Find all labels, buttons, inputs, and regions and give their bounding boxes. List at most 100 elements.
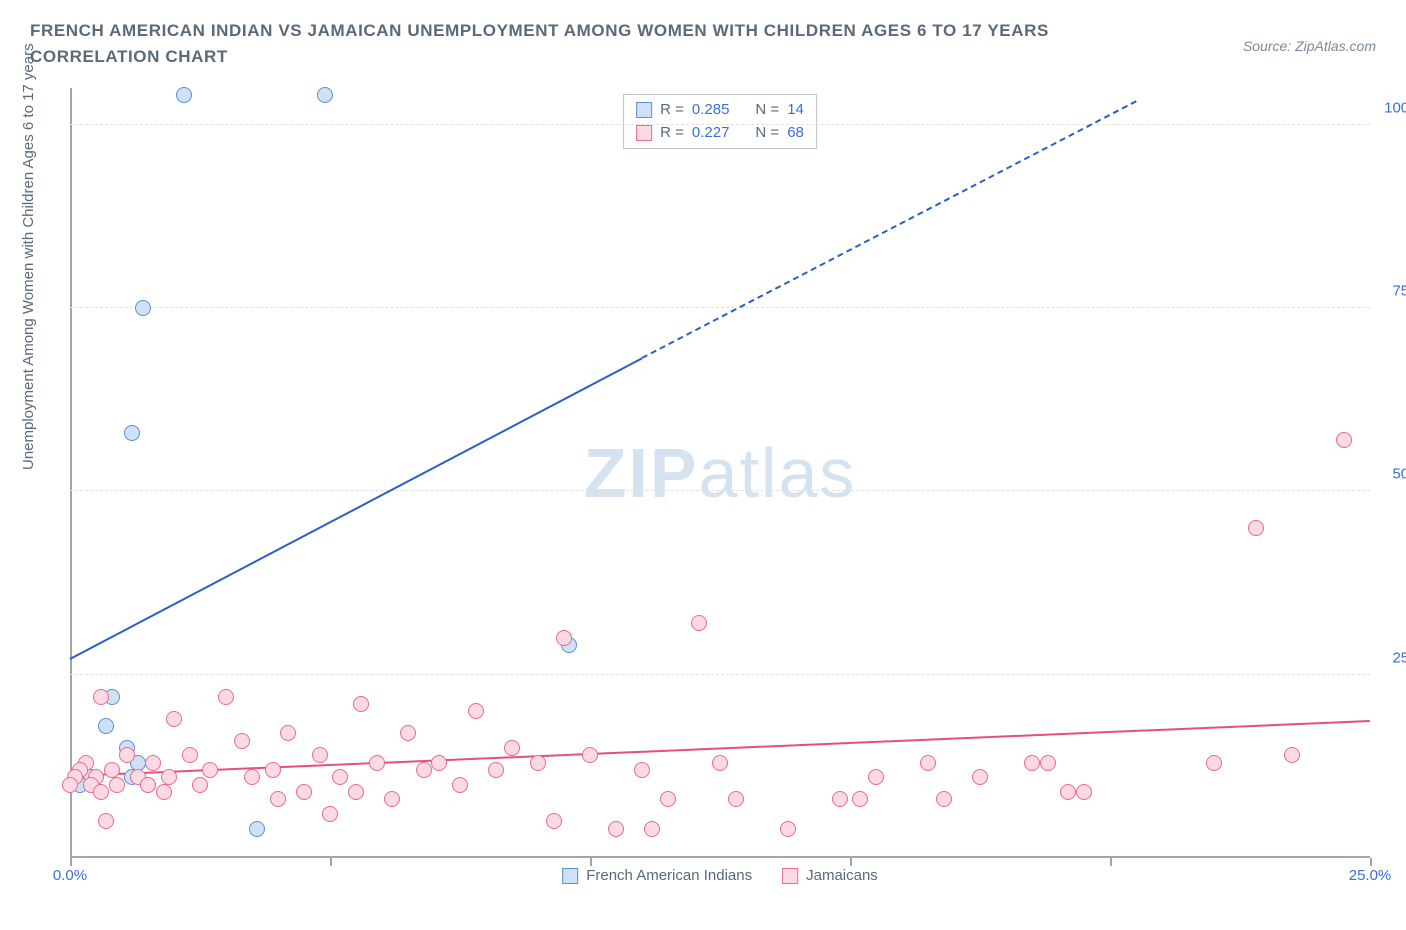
data-point [353,696,369,712]
x-tick-label: 0.0% [53,867,87,884]
chart-title: FRENCH AMERICAN INDIAN VS JAMAICAN UNEMP… [30,18,1130,69]
data-point [202,762,218,778]
data-point [244,769,260,785]
data-point [182,747,198,763]
x-axis [70,856,1370,858]
y-tick-label: 25.0% [1375,649,1406,666]
data-point [1024,755,1040,771]
data-point [166,711,182,727]
data-point [135,300,151,316]
data-point [504,740,520,756]
data-point [416,762,432,778]
data-point [296,784,312,800]
data-point [582,747,598,763]
data-point [728,791,744,807]
data-point [317,87,333,103]
data-point [312,747,328,763]
data-point [546,813,562,829]
data-point [109,777,125,793]
data-point [265,762,281,778]
data-point [119,747,135,763]
data-point [145,755,161,771]
source-label: Source: ZipAtlas.com [1243,38,1376,54]
r-label: R = [660,122,684,145]
series-legend: French American Indians Jamaicans [562,867,878,884]
data-point [384,791,400,807]
data-point [868,769,884,785]
data-point [98,718,114,734]
data-point [400,725,416,741]
data-point [691,615,707,631]
n-label: N = [755,122,779,145]
legend-swatch [782,868,798,884]
gridline [70,307,1370,308]
data-point [249,821,265,837]
data-point [452,777,468,793]
data-point [98,813,114,829]
stats-row: R =0.227N =68 [636,122,804,145]
data-point [780,821,796,837]
data-point [348,784,364,800]
data-point [712,755,728,771]
data-point [1336,432,1352,448]
watermark: ZIPatlas [584,433,857,513]
data-point [644,821,660,837]
data-point [608,821,624,837]
legend-swatch [562,868,578,884]
gridline [70,674,1370,675]
legend-swatch [636,125,652,141]
data-point [270,791,286,807]
x-tick [1110,858,1112,866]
data-point [1284,747,1300,763]
legend-label: French American Indians [586,867,752,884]
data-point [972,769,988,785]
data-point [161,769,177,785]
y-tick-label: 100.0% [1375,99,1406,116]
data-point [156,784,172,800]
legend-item: Jamaicans [782,867,878,884]
stats-legend: R =0.285N =14R =0.227N =68 [623,94,817,149]
n-value: 14 [787,99,804,122]
scatter-plot: ZIPatlas R =0.285N =14R =0.227N =68 Fren… [70,88,1370,858]
data-point [1040,755,1056,771]
legend-label: Jamaicans [806,867,878,884]
data-point [322,806,338,822]
data-point [1076,784,1092,800]
data-point [431,755,447,771]
data-point [332,769,348,785]
y-tick-label: 75.0% [1375,283,1406,300]
data-point [1206,755,1222,771]
x-tick [70,858,72,866]
data-point [530,755,546,771]
data-point [634,762,650,778]
y-axis [70,88,72,858]
data-point [1060,784,1076,800]
y-axis-label: Unemployment Among Women with Children A… [20,43,37,470]
stats-row: R =0.285N =14 [636,99,804,122]
data-point [93,689,109,705]
data-point [176,87,192,103]
data-point [920,755,936,771]
x-tick-label: 25.0% [1349,867,1392,884]
data-point [660,791,676,807]
data-point [488,762,504,778]
r-value: 0.285 [692,99,730,122]
x-tick [590,858,592,866]
data-point [104,762,120,778]
x-tick [330,858,332,866]
data-point [936,791,952,807]
data-point [280,725,296,741]
data-point [1248,520,1264,536]
x-tick [1370,858,1372,866]
data-point [369,755,385,771]
y-tick-label: 50.0% [1375,466,1406,483]
data-point [556,630,572,646]
data-point [124,425,140,441]
data-point [93,784,109,800]
n-value: 68 [787,122,804,145]
gridline [70,490,1370,491]
data-point [62,777,78,793]
data-point [234,733,250,749]
legend-item: French American Indians [562,867,752,884]
legend-swatch [636,102,652,118]
